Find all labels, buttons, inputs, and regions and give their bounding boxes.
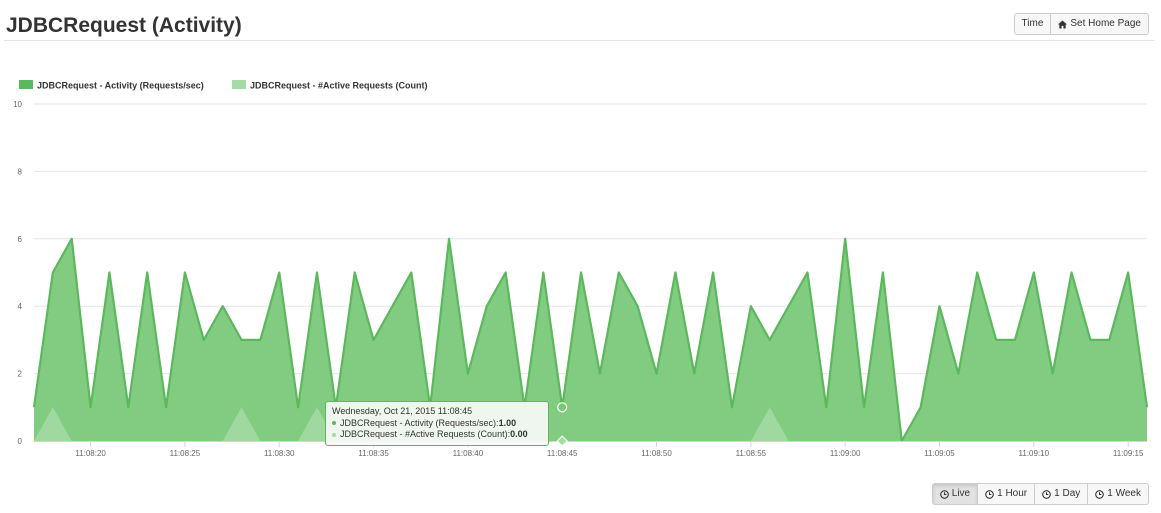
- x-tick-label: 11:08:55: [736, 449, 767, 458]
- legend-swatch-1: [19, 80, 33, 89]
- y-tick-label: 4: [18, 302, 23, 311]
- y-tick-label: 6: [18, 235, 23, 244]
- one-day-button[interactable]: 1 Day: [1035, 483, 1089, 505]
- y-tick-label: 10: [13, 100, 22, 109]
- one-day-button-label: 1 Day: [1054, 488, 1081, 499]
- hover-point-series-1: [557, 402, 568, 413]
- series-2-area: [34, 407, 1147, 441]
- one-week-button-label: 1 Week: [1107, 488, 1141, 499]
- clock-icon: [985, 489, 994, 499]
- x-tick-label: 11:09:10: [1019, 449, 1050, 458]
- clock-icon: [1042, 489, 1051, 499]
- x-tick-label: 11:09:05: [924, 449, 955, 458]
- one-week-button[interactable]: 1 Week: [1088, 483, 1149, 505]
- live-button-label: Live: [951, 488, 971, 499]
- live-button[interactable]: Live: [931, 483, 979, 505]
- legend-swatch-2: [232, 80, 246, 89]
- tooltip-series2-value: 0.00: [510, 429, 528, 439]
- tooltip-date: Wednesday, Oct 21, 2015 11:08:45: [332, 406, 473, 416]
- set-home-page-button[interactable]: Set Home Page: [1051, 13, 1149, 35]
- tooltip-series2-label: JDBCRequest - #Active Requests (Count):: [340, 429, 511, 439]
- header-toolbar: Time Set Home Page: [1013, 13, 1149, 35]
- tooltip-series1-label: JDBCRequest - Activity (Requests/sec):: [340, 417, 499, 428]
- x-tick-label: 11:08:25: [170, 449, 201, 458]
- time-button[interactable]: Time: [1013, 13, 1052, 35]
- y-tick-label: 8: [18, 167, 23, 176]
- x-tick-label: 11:08:50: [641, 449, 672, 458]
- series-1-area: [34, 238, 1147, 441]
- activity-chart: JDBCRequest - Activity (Requests/sec) JDB…: [13, 80, 1149, 458]
- chart-tooltip: Wednesday, Oct 21, 2015 11:08:45 JDBCReq…: [325, 401, 549, 446]
- y-tick-label: 0: [18, 437, 23, 446]
- set-home-page-label: Set Home Page: [1070, 18, 1141, 29]
- legend-label-2: JDBCRequest - #Active Requests (Count): [250, 81, 428, 91]
- page-title: JDBCRequest (Activity): [6, 14, 242, 37]
- time-range-selector: Live 1 Hour 1 Day 1 Week: [931, 483, 1149, 505]
- home-icon: [1058, 19, 1068, 29]
- one-hour-button-label: 1 Hour: [997, 488, 1028, 499]
- clock-icon: [939, 489, 949, 499]
- tooltip-series2-marker: [332, 432, 336, 437]
- title-divider: [4, 40, 1155, 41]
- x-tick-label: 11:09:15: [1113, 449, 1144, 458]
- one-hour-button[interactable]: 1 Hour: [978, 483, 1036, 505]
- clock-icon: [1095, 489, 1105, 499]
- x-tick-label: 11:08:20: [75, 449, 106, 458]
- legend-label-1: JDBCRequest - Activity (Requests/sec): [37, 81, 204, 91]
- x-tick-label: 11:09:00: [830, 449, 861, 458]
- x-tick-label: 11:08:40: [453, 449, 484, 458]
- x-tick-label: 11:08:30: [264, 449, 295, 458]
- x-tick-label: 11:08:45: [547, 449, 578, 458]
- y-tick-label: 2: [18, 370, 23, 379]
- series-1-line: [32, 237, 1149, 443]
- hover-point-series-2: [556, 435, 568, 447]
- tooltip-series1-marker: [332, 421, 336, 426]
- time-button-label: Time: [1021, 18, 1044, 29]
- x-tick-label: 11:08:35: [358, 449, 389, 458]
- tooltip-series1-value: 1.00: [498, 417, 517, 428]
